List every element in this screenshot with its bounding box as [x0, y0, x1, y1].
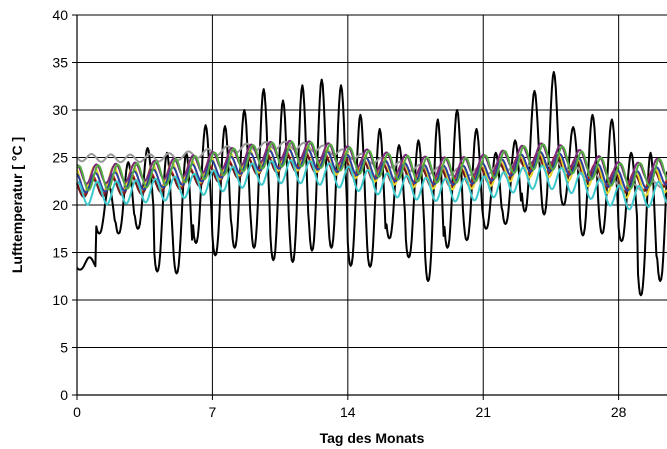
x-tick-label: 28: [611, 404, 627, 420]
y-axis-label: Lufttemperatur [ °C ]: [9, 137, 25, 273]
y-tick-label: 40: [52, 7, 68, 23]
series-line-6: [76, 148, 667, 194]
x-axis-label: Tag des Monats: [320, 430, 425, 446]
x-tick-label: 21: [475, 404, 491, 420]
y-tick-label: 20: [52, 197, 68, 213]
y-tick-label: 30: [52, 102, 68, 118]
x-tick-label: 7: [209, 404, 217, 420]
axes: [72, 14, 667, 400]
tick-labels: 0 5 10 15 20 25 30 35 40 0 7 14 21 28: [52, 7, 626, 420]
series-group: [76, 71, 667, 297]
y-tick-label: 15: [52, 245, 68, 261]
y-tick-label: 0: [60, 387, 68, 403]
x-tick-label: 14: [340, 404, 356, 420]
series-line-8: [76, 159, 667, 211]
series-line-9: [76, 140, 667, 192]
y-tick-label: 35: [52, 55, 68, 71]
y-tick-label: 25: [52, 150, 68, 166]
x-tick-label: 0: [73, 404, 81, 420]
y-tick-label: 5: [60, 340, 68, 356]
y-tick-label: 10: [52, 292, 68, 308]
